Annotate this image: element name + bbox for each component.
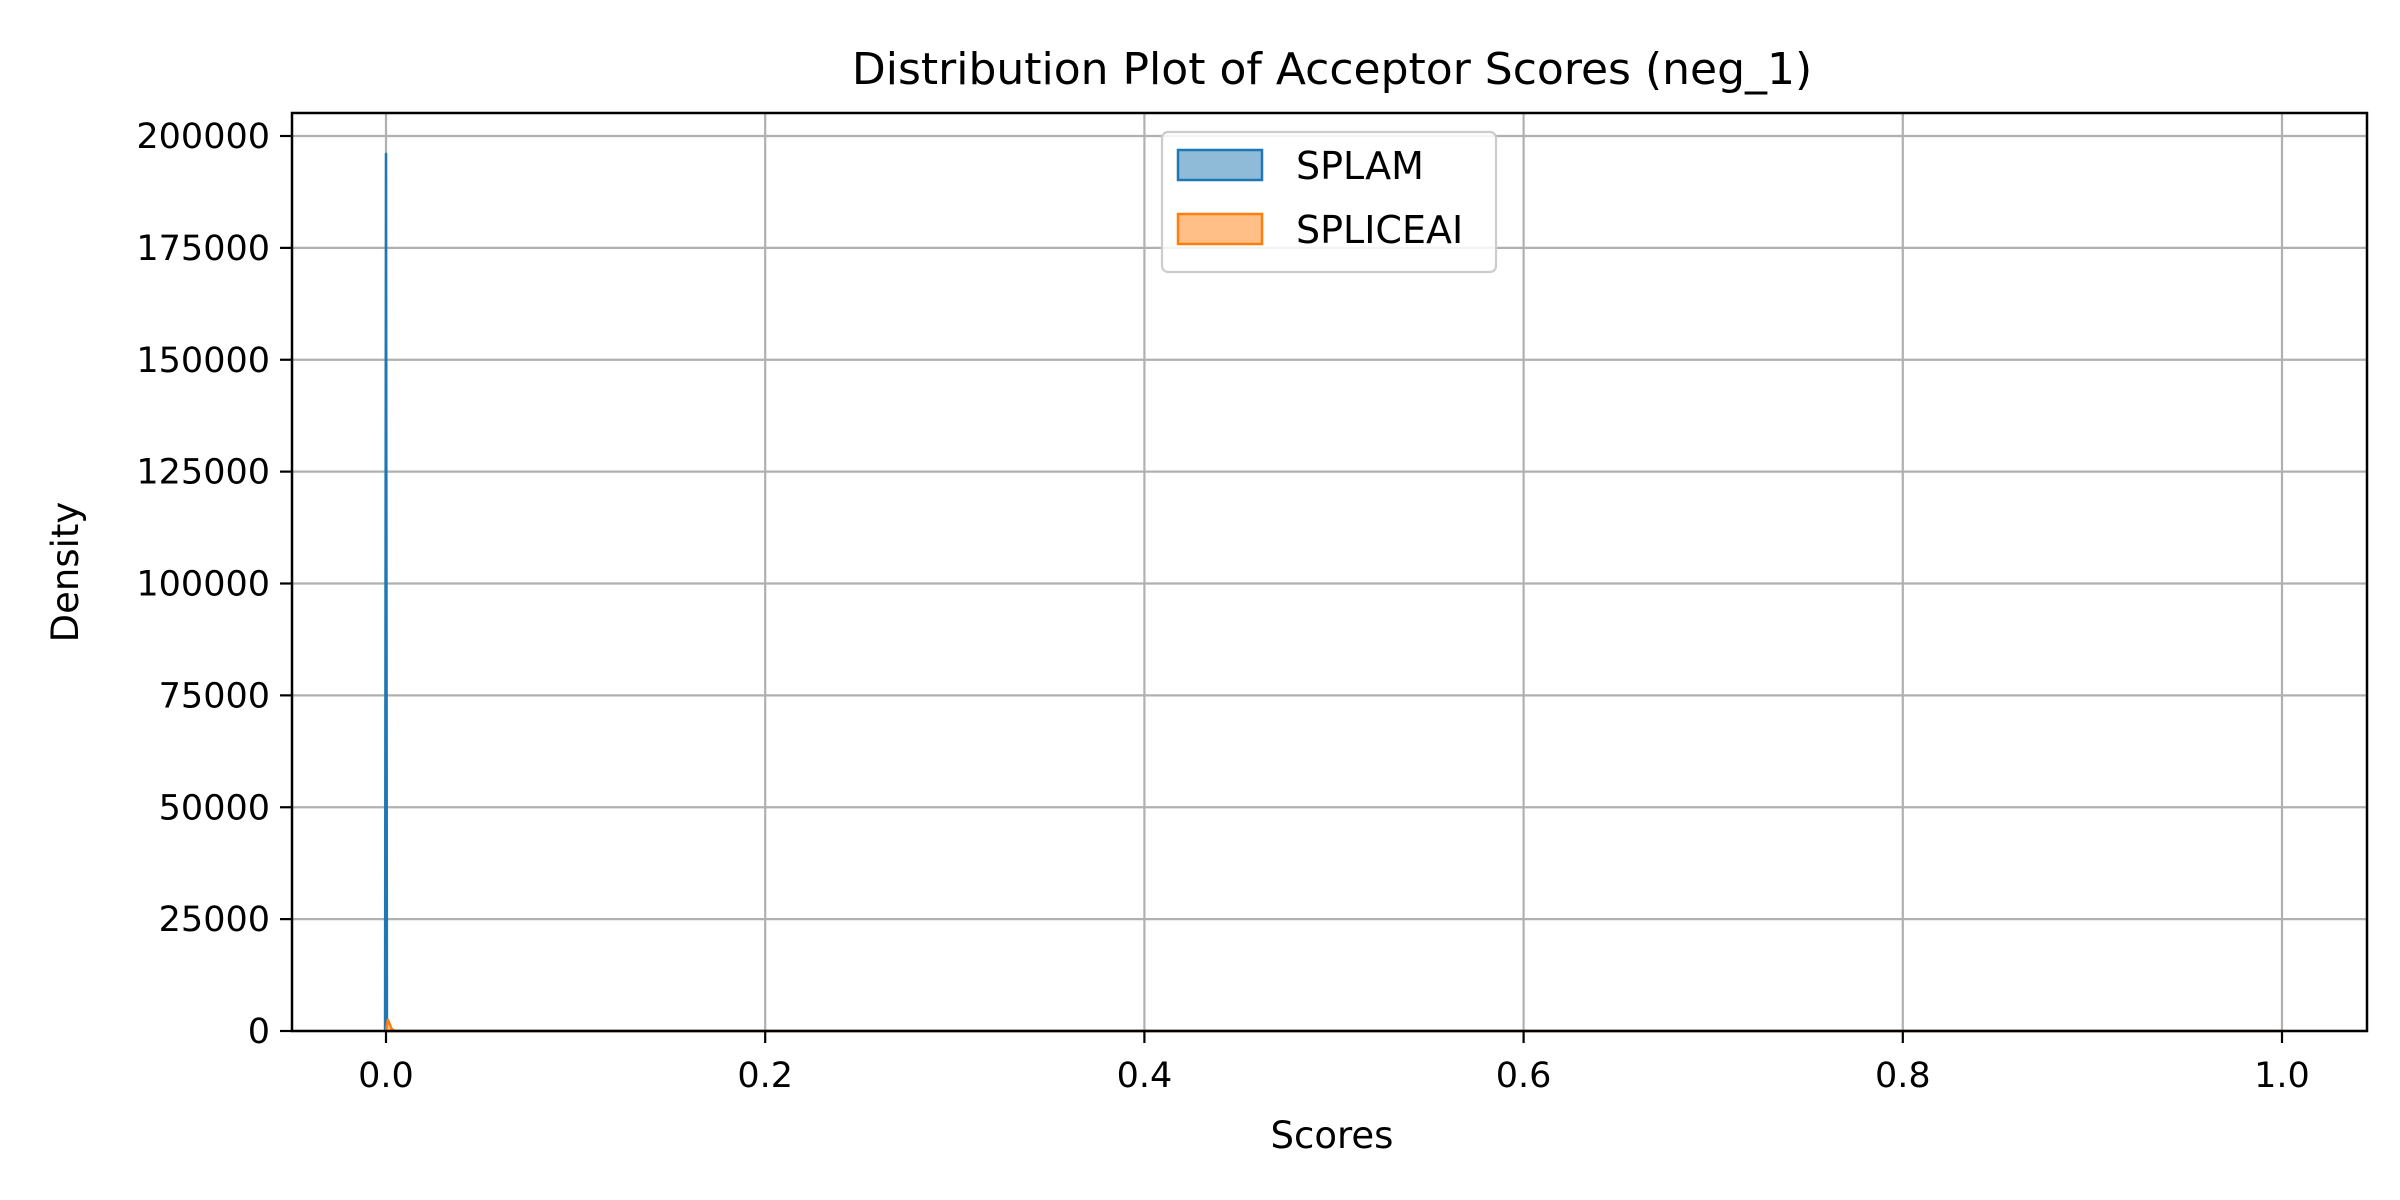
x-tick-label: 0.2: [737, 1056, 793, 1096]
x-axis-label: Scores: [1271, 1114, 1394, 1157]
x-tick-label: 0.0: [358, 1056, 414, 1096]
x-tick-label: 0.8: [1875, 1056, 1931, 1096]
x-tick-label: 1.0: [2254, 1056, 2310, 1096]
y-tick-label: 25000: [159, 900, 270, 940]
legend: SPLAM SPLICEAI: [1160, 130, 1498, 274]
legend-swatch-splam: [1176, 148, 1264, 182]
legend-label-spliceai: SPLICEAI: [1296, 208, 1463, 252]
x-axis: 0.0 0.2 0.4 0.6 0.8 1.0: [358, 1031, 2310, 1096]
y-tick-label: 100000: [136, 565, 270, 605]
y-tick-label: 0: [248, 1012, 270, 1052]
legend-swatch-spliceai: [1176, 212, 1264, 246]
y-tick-label: 75000: [159, 676, 270, 716]
x-tick-label: 0.4: [1117, 1056, 1173, 1096]
y-tick-label: 50000: [159, 788, 270, 828]
y-tick-label: 125000: [136, 453, 270, 493]
y-axis-label: Density: [44, 502, 87, 643]
legend-label-splam: SPLAM: [1296, 144, 1424, 188]
y-tick-label: 150000: [136, 341, 270, 381]
plot-frame: [290, 111, 2369, 1033]
y-tick-label: 175000: [136, 229, 270, 269]
y-axis: 0 25000 50000 75000 100000 125000 150000 175000…: [136, 117, 292, 1052]
chart-title: Distribution Plot of Acceptor Scores (ne…: [852, 44, 1812, 95]
x-tick-label: 0.6: [1496, 1056, 1552, 1096]
y-tick-label: 200000: [136, 117, 270, 157]
